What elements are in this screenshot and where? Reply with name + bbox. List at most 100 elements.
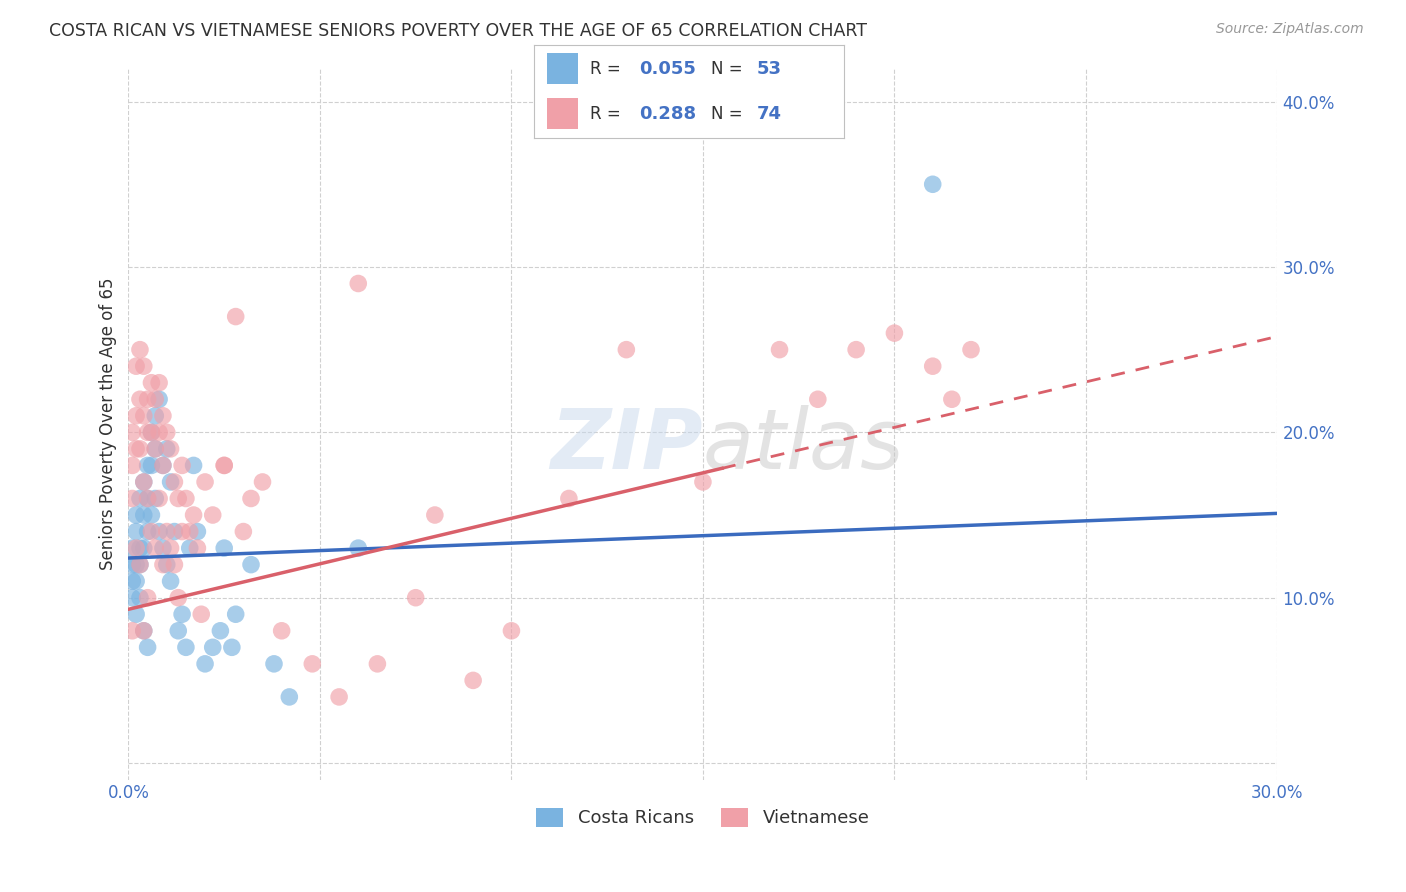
Point (132, 359, 155, 374)
Point (186, 524, 208, 539)
Point (136, 591, 159, 605)
Point (121, 574, 143, 589)
Point (132, 624, 155, 638)
Legend: Costa Ricans, Vietnamese: Costa Ricans, Vietnamese (529, 801, 877, 835)
Point (159, 574, 181, 589)
Point (301, 657, 323, 671)
Point (209, 624, 232, 638)
Point (614, 343, 637, 357)
Point (179, 524, 201, 539)
Point (143, 442, 166, 456)
Point (141, 376, 163, 390)
Point (225, 607, 247, 622)
Point (347, 277, 370, 291)
Point (232, 524, 254, 539)
Point (129, 591, 152, 605)
Bar (547, 98, 578, 129)
Point (221, 640, 243, 655)
Text: 0.055: 0.055 (640, 60, 696, 78)
Point (172, 458, 194, 473)
Point (129, 392, 152, 407)
Point (132, 475, 155, 489)
Point (125, 558, 148, 572)
Point (172, 607, 194, 622)
Text: 53: 53 (756, 60, 782, 78)
Point (159, 442, 181, 456)
Point (172, 524, 194, 539)
Point (148, 491, 170, 506)
Point (121, 591, 143, 605)
Point (328, 690, 350, 704)
Point (132, 475, 155, 489)
Point (141, 425, 163, 440)
Point (252, 475, 274, 489)
Point (152, 409, 174, 423)
Point (152, 458, 174, 473)
Point (163, 475, 186, 489)
Text: Source: ZipAtlas.com: Source: ZipAtlas.com (1216, 22, 1364, 37)
Point (121, 624, 143, 638)
Point (156, 442, 179, 456)
Point (163, 558, 186, 572)
Point (845, 343, 868, 357)
Point (132, 508, 155, 522)
Point (129, 442, 152, 456)
Point (159, 475, 181, 489)
Point (148, 524, 170, 539)
Point (883, 326, 905, 340)
Point (132, 541, 155, 555)
Point (141, 524, 163, 539)
Point (148, 425, 170, 440)
Point (201, 508, 224, 522)
Text: N =: N = (710, 105, 748, 123)
Point (174, 491, 197, 506)
Point (167, 624, 190, 638)
Point (141, 458, 163, 473)
Text: ZIP: ZIP (550, 405, 703, 486)
Point (125, 409, 148, 423)
Point (159, 541, 181, 555)
Point (125, 508, 148, 522)
Point (132, 624, 155, 638)
Point (125, 541, 148, 555)
Point (167, 491, 190, 506)
Point (463, 673, 485, 688)
Point (143, 409, 166, 423)
Y-axis label: Seniors Poverty Over the Age of 65: Seniors Poverty Over the Age of 65 (100, 277, 117, 570)
Point (132, 409, 155, 423)
Point (194, 475, 217, 489)
Point (558, 491, 581, 506)
Point (143, 392, 166, 407)
Text: 0.288: 0.288 (640, 105, 696, 123)
Point (129, 343, 152, 357)
Point (125, 574, 148, 589)
Point (121, 458, 143, 473)
Point (141, 425, 163, 440)
Point (136, 640, 159, 655)
Point (141, 508, 163, 522)
Point (183, 508, 205, 522)
Bar (547, 53, 578, 84)
Point (156, 558, 179, 572)
Point (136, 425, 159, 440)
Point (125, 359, 148, 374)
Point (167, 591, 190, 605)
Text: R =: R = (591, 105, 626, 123)
Point (186, 541, 208, 555)
Point (807, 392, 830, 407)
Point (174, 640, 197, 655)
Point (240, 558, 263, 572)
Point (194, 657, 217, 671)
Point (121, 491, 143, 506)
Point (148, 376, 170, 390)
Point (156, 425, 179, 440)
Point (201, 640, 224, 655)
Point (212, 458, 235, 473)
Point (143, 442, 166, 456)
Point (121, 425, 143, 440)
Text: R =: R = (591, 60, 626, 78)
Point (278, 690, 301, 704)
Point (179, 541, 201, 555)
Point (501, 624, 523, 638)
Point (152, 458, 174, 473)
